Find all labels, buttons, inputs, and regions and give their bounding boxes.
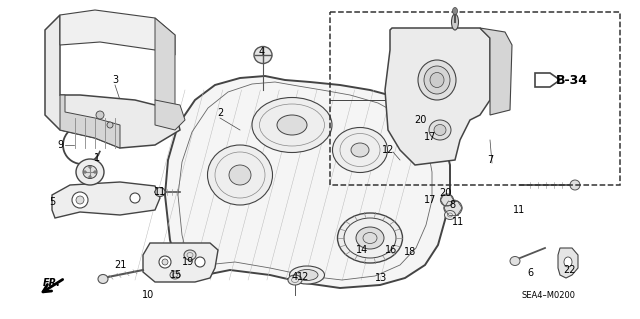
Ellipse shape [277, 115, 307, 135]
Ellipse shape [356, 227, 384, 249]
Ellipse shape [288, 275, 302, 285]
Ellipse shape [195, 257, 205, 267]
Text: 14: 14 [356, 245, 368, 255]
Polygon shape [155, 18, 175, 110]
Text: 19: 19 [182, 257, 194, 267]
Text: 4: 4 [292, 272, 298, 282]
Text: 5: 5 [49, 197, 55, 207]
Text: 7: 7 [487, 155, 493, 165]
Ellipse shape [96, 111, 104, 119]
Ellipse shape [564, 257, 572, 267]
Text: SEA4–M0200: SEA4–M0200 [521, 292, 575, 300]
Ellipse shape [452, 8, 458, 14]
Text: B-34: B-34 [556, 73, 588, 86]
Ellipse shape [107, 122, 113, 128]
Ellipse shape [184, 250, 196, 260]
Ellipse shape [162, 259, 168, 265]
Text: 20: 20 [439, 188, 451, 198]
Text: 1: 1 [94, 153, 100, 163]
Ellipse shape [229, 165, 251, 185]
Ellipse shape [344, 218, 396, 258]
Text: 13: 13 [375, 273, 387, 283]
Ellipse shape [98, 275, 108, 284]
Ellipse shape [254, 47, 272, 63]
Text: 3: 3 [112, 75, 118, 85]
Ellipse shape [434, 124, 446, 136]
Bar [330, 12, 620, 185]
Polygon shape [535, 73, 560, 87]
Ellipse shape [337, 213, 403, 263]
Polygon shape [60, 95, 120, 148]
Ellipse shape [445, 211, 456, 219]
Text: 2: 2 [217, 108, 223, 118]
Ellipse shape [155, 188, 165, 197]
Polygon shape [165, 76, 450, 288]
Ellipse shape [570, 180, 580, 190]
Text: 11: 11 [154, 187, 166, 197]
Text: 4: 4 [259, 47, 265, 57]
Ellipse shape [76, 196, 84, 204]
Ellipse shape [289, 266, 324, 284]
Ellipse shape [510, 256, 520, 265]
Ellipse shape [421, 143, 433, 153]
Polygon shape [558, 248, 578, 278]
Polygon shape [60, 10, 175, 55]
Ellipse shape [89, 176, 92, 178]
Text: 6: 6 [527, 268, 533, 278]
Ellipse shape [72, 192, 88, 208]
Text: 12: 12 [382, 145, 394, 155]
Polygon shape [480, 28, 512, 115]
Polygon shape [155, 100, 185, 130]
Ellipse shape [252, 98, 332, 152]
Text: 21: 21 [114, 260, 126, 270]
Text: 22: 22 [564, 265, 576, 275]
Ellipse shape [351, 143, 369, 157]
Ellipse shape [93, 171, 96, 173]
Text: FR.: FR. [43, 278, 61, 288]
Polygon shape [45, 15, 180, 148]
Ellipse shape [296, 270, 318, 280]
Ellipse shape [84, 171, 86, 173]
Ellipse shape [207, 145, 273, 205]
Text: 11: 11 [452, 217, 464, 227]
Text: 11: 11 [513, 205, 525, 215]
Ellipse shape [170, 271, 180, 279]
Ellipse shape [130, 193, 140, 203]
Text: 17: 17 [424, 195, 436, 205]
Ellipse shape [430, 72, 444, 87]
Ellipse shape [429, 120, 451, 140]
Text: 12: 12 [297, 272, 309, 282]
Ellipse shape [333, 128, 387, 173]
Text: 18: 18 [404, 247, 416, 257]
Ellipse shape [89, 166, 92, 168]
Text: 17: 17 [424, 132, 436, 142]
Ellipse shape [424, 66, 450, 94]
Ellipse shape [418, 123, 432, 137]
Ellipse shape [418, 60, 456, 100]
Ellipse shape [159, 256, 171, 268]
Ellipse shape [444, 200, 462, 216]
Text: 16: 16 [385, 245, 397, 255]
Ellipse shape [451, 14, 458, 30]
Text: 9: 9 [57, 140, 63, 150]
Text: 20: 20 [414, 115, 426, 125]
Polygon shape [385, 28, 490, 165]
Polygon shape [52, 182, 160, 218]
Text: 10: 10 [142, 290, 154, 300]
Polygon shape [143, 243, 218, 282]
Text: 8: 8 [449, 200, 455, 210]
Ellipse shape [83, 166, 97, 179]
Ellipse shape [76, 159, 104, 185]
Ellipse shape [440, 194, 454, 206]
Text: 15: 15 [170, 270, 182, 280]
